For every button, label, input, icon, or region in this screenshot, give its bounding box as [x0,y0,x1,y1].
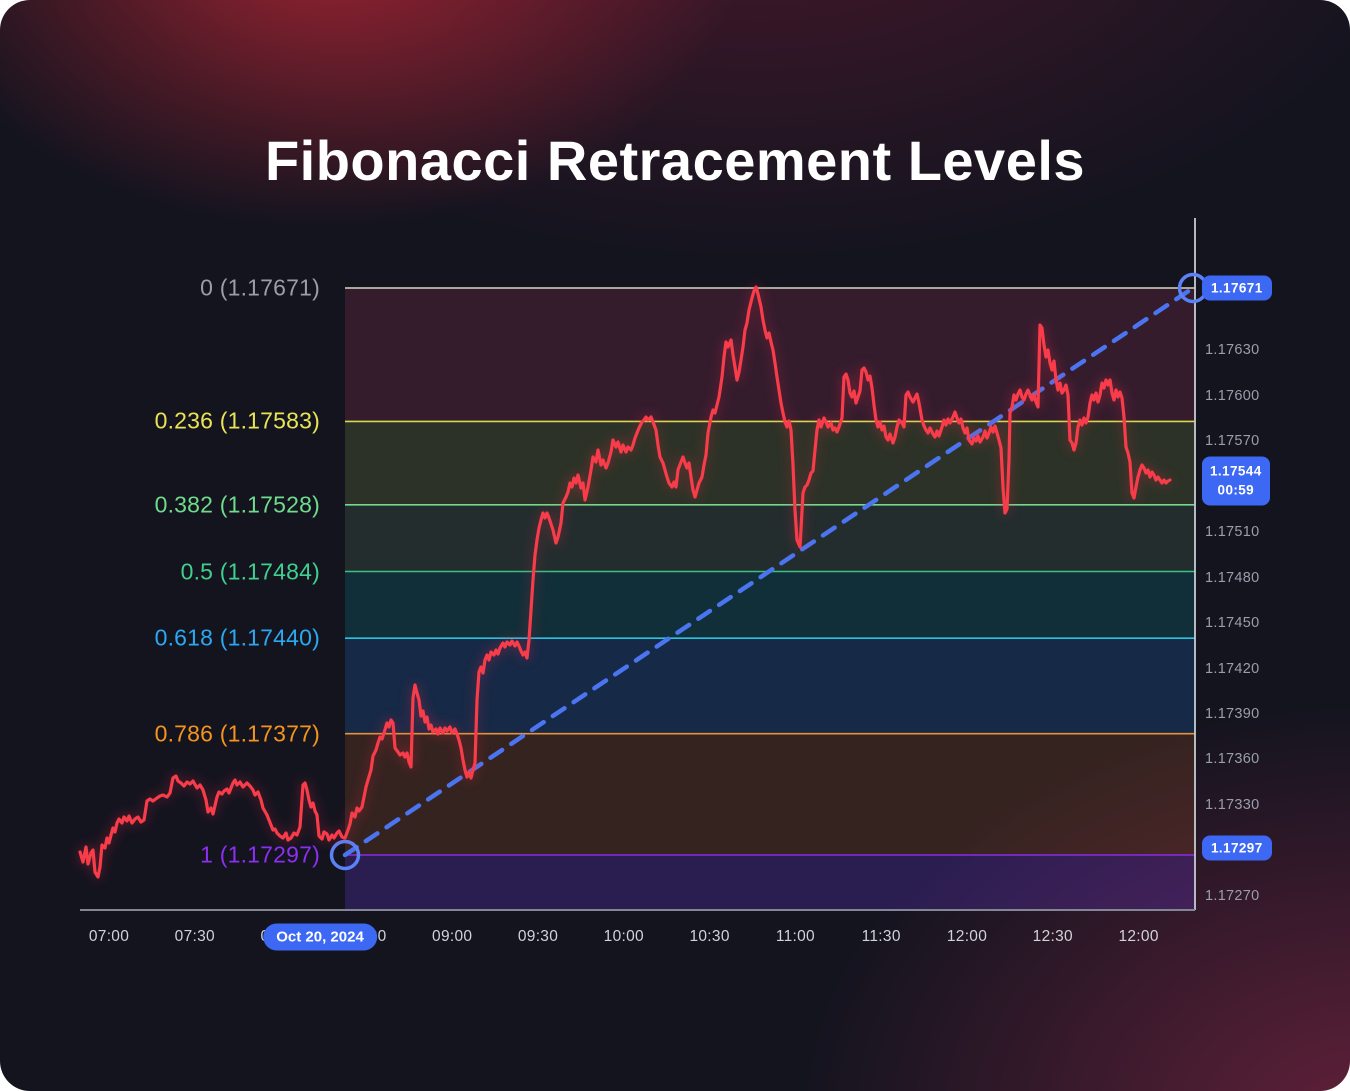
price-axis-tick: 1.17600 [1205,387,1260,404]
fib-level-label-0: 0 (1.17671) [200,274,320,301]
fib-level-label-0.382: 0.382 (1.17528) [154,491,320,518]
time-axis-label: 10:00 [603,928,644,945]
fib-band-below-1 [345,855,1195,910]
trendline-start-marker[interactable] [329,839,361,871]
time-axis-label: 11:30 [861,928,901,945]
time-axis-label: 12:30 [1032,928,1073,945]
fib-band-0.5-0.618 [345,571,1195,639]
time-axis-label: 09:30 [517,928,559,945]
price-axis-tick: 1.17480 [1205,569,1260,586]
axes-layer [80,218,1196,911]
fib-level-label-1: 1 (1.17297) [200,841,320,868]
price-axis-tick: 1.17390 [1205,706,1260,722]
fib-band-0-0.236 [345,288,1195,422]
trend-line[interactable] [342,285,1196,858]
date-badge: Oct 20, 2024 [263,923,377,951]
time-axis-label: 07:30 [174,928,215,945]
price-axis-tick: 1.17360 [1205,751,1260,768]
low-price-badge: 1.17297 [1202,835,1272,861]
high-price-badge: 1.17671 [1202,275,1272,301]
fib-level-label-0.236: 0.236 (1.17583) [154,407,320,434]
price-axis-tick: 1.17270 [1205,887,1260,904]
time-axis-label: 07:00 [88,928,130,945]
page-title: Fibonacci Retracement Levels [264,128,1086,192]
fib-band-0.618-0.786 [345,638,1195,734]
fib-bands-layer [345,288,1195,910]
fib-band-0.786-1 [345,733,1195,855]
fib-band-0.236-0.382 [345,421,1195,505]
fib-level-label-0.786: 0.786 (1.17377) [154,720,320,747]
price-axis-tick: 1.17450 [1205,615,1260,632]
fib-band-0.382-0.5 [345,504,1195,572]
bar-countdown: 00:59 [1217,482,1255,498]
price-axis-tick: 1.17330 [1205,796,1260,813]
time-axis-label: 09:00 [432,928,473,945]
time-axis-label: 12:00 [946,928,988,945]
price-axis-tick: 1.17420 [1205,660,1260,677]
time-axis-label: 11:00 [775,928,815,945]
price-axis-tick: 1.17570 [1205,433,1260,450]
time-axis-label: 10:30 [689,928,730,945]
current-price-value: 1.17544 [1210,462,1262,478]
price-axis-tick: 1.17630 [1205,342,1260,359]
current-price-badge: 1.17544 00:59 [1202,455,1270,506]
fib-level-label-0.618: 0.618 (1.17440) [154,624,320,651]
price-line-path [78,285,1172,879]
price-line-layer [78,285,1172,879]
price-axis-tick: 1.17510 [1205,524,1260,541]
time-axis-label: 12:00 [1118,928,1159,945]
fib-level-label-0.5: 0.5 (1.17484) [180,558,320,584]
fib-lines-layer [345,287,1195,856]
